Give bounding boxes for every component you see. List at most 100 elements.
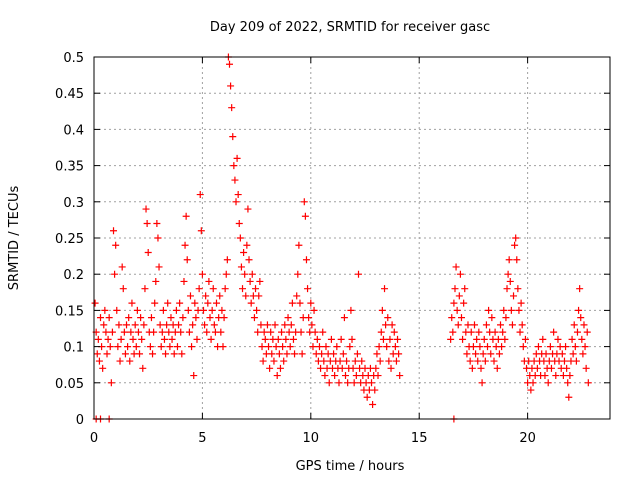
data-point <box>222 270 230 278</box>
data-point <box>394 335 402 343</box>
data-point <box>150 328 158 336</box>
data-point <box>114 343 122 351</box>
data-point <box>470 321 478 329</box>
y-tick-label: 0.15 <box>55 304 84 319</box>
data-point <box>210 321 218 329</box>
data-point <box>512 234 520 242</box>
data-point <box>154 234 162 242</box>
data-point <box>189 321 197 329</box>
data-point <box>221 285 229 293</box>
data-point <box>166 343 174 351</box>
data-point <box>282 335 290 343</box>
data-point <box>581 343 589 351</box>
data-point <box>116 357 124 365</box>
data-point <box>461 285 469 293</box>
data-point <box>582 364 590 372</box>
data-point <box>315 343 323 351</box>
data-point <box>252 285 260 293</box>
data-point <box>498 343 506 351</box>
x-axis-label: GPS time / hours <box>296 459 405 474</box>
data-point <box>573 328 581 336</box>
data-point <box>449 328 457 336</box>
data-point <box>209 285 217 293</box>
data-point <box>283 350 291 358</box>
data-point <box>515 306 523 314</box>
data-point <box>182 212 190 220</box>
data-point <box>305 314 313 322</box>
data-point <box>562 343 570 351</box>
data-point <box>575 306 583 314</box>
data-point <box>108 328 116 336</box>
data-point <box>373 350 381 358</box>
data-point <box>284 314 292 322</box>
data-point <box>266 364 274 372</box>
data-point <box>193 335 201 343</box>
data-point <box>521 335 529 343</box>
data-point <box>396 372 404 380</box>
x-tick-label: 20 <box>519 431 536 446</box>
data-point <box>333 343 341 351</box>
data-point <box>139 364 147 372</box>
data-point <box>321 372 329 380</box>
x-tick-label: 5 <box>198 431 206 446</box>
data-point <box>572 357 580 365</box>
axis-ticks: 0 0.05 0.1 0.15 0.2 0.25 0.3 0.35 0.4 0.45 0.5 0 5 10… <box>55 51 610 446</box>
data-point <box>199 306 207 314</box>
data-point <box>383 343 391 351</box>
data-point <box>195 285 203 293</box>
data-point <box>198 270 206 278</box>
data-point <box>177 328 185 336</box>
data-point <box>347 306 355 314</box>
data-point <box>583 328 591 336</box>
data-point <box>491 328 499 336</box>
data-point <box>102 328 110 336</box>
data-point <box>554 335 562 343</box>
data-point <box>448 314 456 322</box>
data-point <box>250 314 258 322</box>
data-point <box>208 306 216 314</box>
data-point <box>253 306 261 314</box>
data-point <box>487 350 495 358</box>
data-point <box>563 364 571 372</box>
data-point <box>293 292 301 300</box>
data-point <box>285 328 293 336</box>
data-point <box>385 357 393 365</box>
data-point <box>91 299 99 307</box>
data-point <box>243 241 251 249</box>
data-point <box>353 350 361 358</box>
data-point <box>302 256 310 264</box>
data-point <box>464 321 472 329</box>
data-point <box>93 350 101 358</box>
data-point <box>473 335 481 343</box>
data-point <box>219 343 227 351</box>
data-point <box>505 256 513 264</box>
data-point <box>137 314 145 322</box>
data-point <box>375 343 383 351</box>
data-point <box>245 256 253 264</box>
data-point <box>138 335 146 343</box>
data-point <box>338 364 346 372</box>
data-point <box>480 335 488 343</box>
data-point <box>331 372 339 380</box>
data-point <box>263 321 271 329</box>
data-point <box>127 328 135 336</box>
data-point <box>517 299 525 307</box>
data-point <box>558 350 566 358</box>
data-point <box>265 343 273 351</box>
data-point <box>355 270 363 278</box>
data-point <box>167 314 175 322</box>
data-point <box>279 343 287 351</box>
data-point <box>274 335 282 343</box>
data-point <box>206 314 214 322</box>
data-point <box>160 335 168 343</box>
data-point <box>223 256 231 264</box>
data-point <box>110 227 118 235</box>
data-point <box>382 321 390 329</box>
data-point <box>133 306 141 314</box>
data-point <box>472 350 480 358</box>
data-point <box>146 343 154 351</box>
data-point <box>276 364 284 372</box>
data-point <box>236 234 244 242</box>
data-point <box>197 227 205 235</box>
